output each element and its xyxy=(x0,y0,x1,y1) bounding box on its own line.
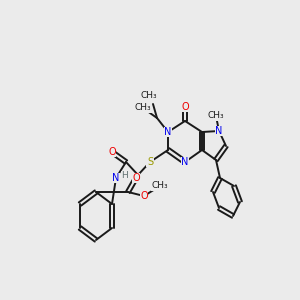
Text: N: N xyxy=(215,126,223,136)
Text: N: N xyxy=(181,157,189,167)
Text: O: O xyxy=(132,173,140,183)
Text: H: H xyxy=(122,172,128,181)
Text: CH₃: CH₃ xyxy=(135,103,151,112)
Text: CH₃: CH₃ xyxy=(141,92,157,100)
Text: O: O xyxy=(108,147,116,157)
Text: CH₃: CH₃ xyxy=(208,112,224,121)
Text: S: S xyxy=(147,157,153,167)
Text: CH₃: CH₃ xyxy=(152,182,168,190)
Text: N: N xyxy=(112,173,120,183)
Text: O: O xyxy=(181,102,189,112)
Text: O: O xyxy=(140,191,148,201)
Text: N: N xyxy=(164,127,172,137)
